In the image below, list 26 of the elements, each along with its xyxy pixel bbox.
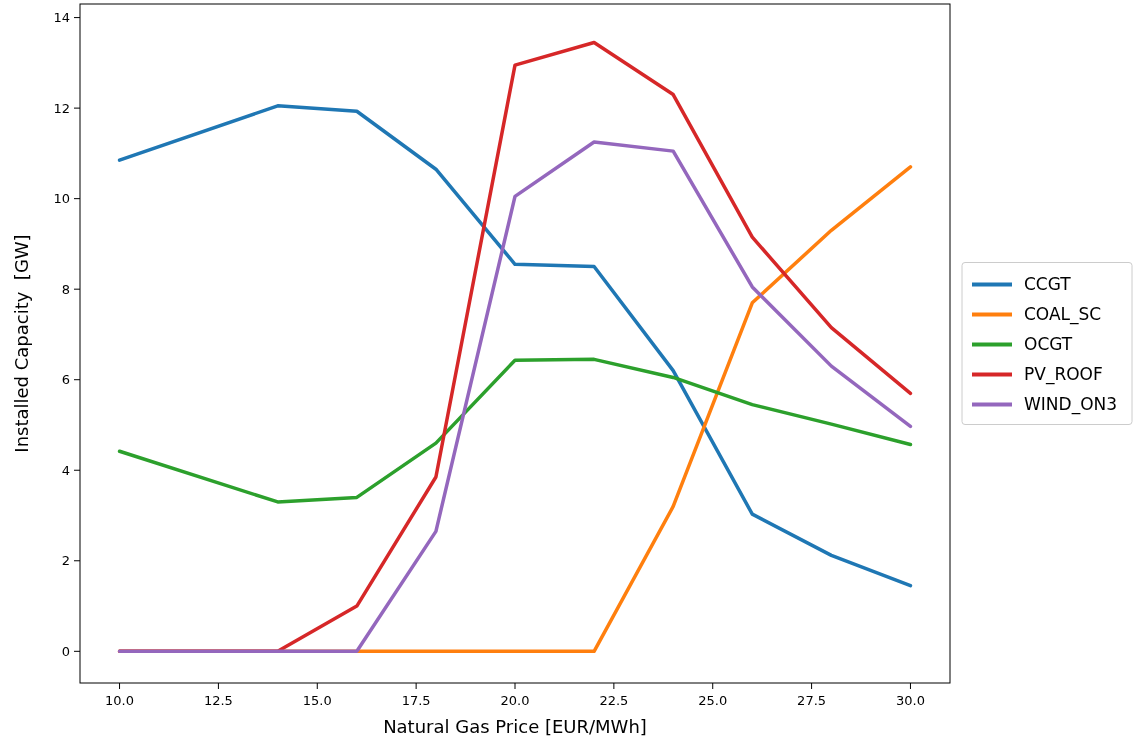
y-tick-label: 4: [61, 462, 70, 478]
legend-label: COAL_SC: [1024, 304, 1102, 326]
y-tick-label: 6: [61, 372, 70, 388]
x-tick-label: 15.0: [302, 693, 332, 708]
line-series: [117, 104, 913, 588]
x-tick-label: 25.0: [698, 693, 728, 708]
y-tick-label: 12: [53, 100, 70, 116]
legend-label: WIND_ON3: [1024, 394, 1118, 416]
y-tick-label: 0: [61, 643, 70, 659]
x-tick-label: 30.0: [895, 693, 925, 708]
y-tick-label: 10: [53, 191, 70, 207]
x-tick-label: 22.5: [599, 693, 629, 708]
x-tick-label: 17.5: [401, 693, 431, 708]
y-tick-label: 14: [53, 10, 70, 26]
legend-label: PV_ROOF: [1024, 364, 1103, 386]
y-tick-label: 2: [61, 553, 70, 569]
y-axis-title: Installed Capacity [GW]: [11, 234, 32, 453]
line-series: [117, 357, 913, 504]
legend-label: CCGT: [1024, 274, 1072, 295]
x-axis-title: Natural Gas Price [EUR/MWh]: [383, 716, 647, 737]
x-tick-label: 27.5: [797, 693, 827, 708]
x-tick-label: 12.5: [203, 693, 233, 708]
legend-label: OCGT: [1024, 334, 1073, 355]
y-tick-label: 8: [61, 281, 70, 297]
x-tick-label: 20.0: [500, 693, 530, 708]
x-tick-label: 10.0: [105, 693, 135, 708]
